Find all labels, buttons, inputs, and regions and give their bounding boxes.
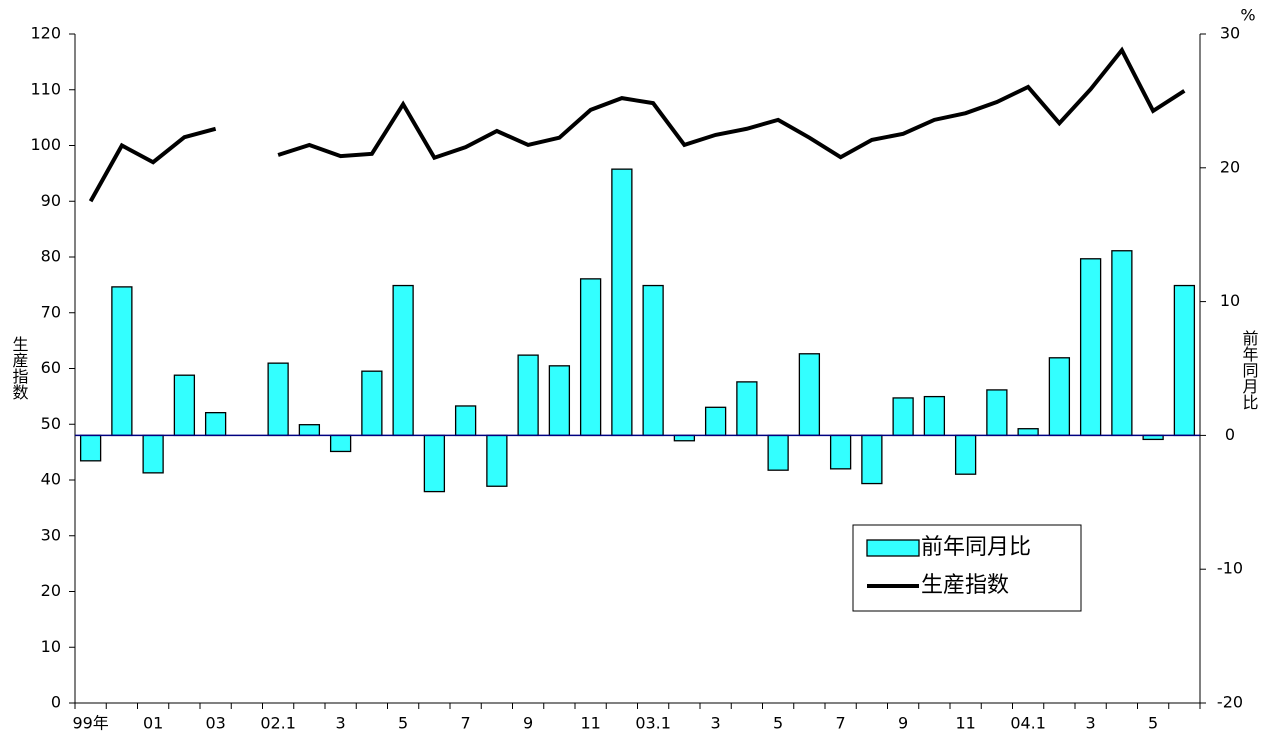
y2-tick-label: 0 [1225, 425, 1235, 444]
bar [798, 353, 821, 437]
bar [954, 434, 977, 475]
bar [642, 284, 664, 437]
x-tick-label: 3 [336, 714, 346, 733]
x-tick-label: 7 [836, 714, 846, 733]
bar [986, 389, 1008, 437]
bar [329, 434, 352, 453]
y2-unit: % [1240, 6, 1255, 25]
bar [1111, 250, 1133, 437]
x-tick-label: 11 [955, 714, 975, 733]
bar [204, 412, 227, 437]
line [88, 126, 217, 203]
y-tick-label: 80 [41, 247, 61, 266]
bar [861, 434, 883, 485]
y-tick-label: 10 [41, 637, 61, 656]
y-tick-label: 110 [30, 79, 61, 98]
bar [142, 434, 164, 474]
bar [267, 362, 289, 437]
y-tick-label: 30 [41, 525, 61, 544]
legend-box [852, 524, 1082, 612]
legend-swatch [866, 539, 920, 557]
bar [1079, 258, 1102, 437]
bar [79, 434, 102, 462]
x-tick-label: 9 [523, 714, 533, 733]
y2-tick-label: 20 [1220, 157, 1240, 176]
x-tick-label: 5 [398, 714, 408, 733]
bar [923, 395, 946, 437]
bar [361, 370, 383, 437]
y-axis-label: 生産指数 [10, 336, 29, 400]
y-tick-label: 100 [30, 135, 61, 154]
bar [454, 405, 477, 437]
y2-tick-label: 30 [1220, 24, 1240, 43]
line [277, 46, 1186, 161]
bar [611, 168, 633, 437]
y-tick-label: 50 [41, 414, 61, 433]
x-tick-label: 5 [1148, 714, 1158, 733]
legend-label: 前年同月比 [921, 535, 1031, 560]
y-tick-label: 0 [51, 693, 61, 712]
y2-tick-label: -10 [1217, 559, 1243, 578]
bar [704, 406, 727, 437]
y-tick-label: 90 [41, 191, 61, 210]
x-tick-label: 04.1 [1010, 714, 1046, 733]
x-tick-label: 99年 [72, 714, 108, 733]
x-tick-label: 02.1 [260, 714, 296, 733]
bar [1048, 357, 1071, 437]
bar [423, 434, 446, 493]
x-tick-label: 9 [898, 714, 908, 733]
bar [392, 284, 414, 437]
legend-label: 生産指数 [921, 573, 1009, 598]
x-tick-label: 3 [711, 714, 721, 733]
bar [1173, 284, 1196, 437]
y-tick-label: 60 [41, 358, 61, 377]
y2-axis-label: 前年同月比 [1240, 330, 1259, 410]
x-tick-label: 01 [143, 714, 163, 733]
bar [673, 434, 696, 442]
x-tick-label: 03 [205, 714, 225, 733]
y-tick-label: 20 [41, 581, 61, 600]
x-tick-label: 3 [1086, 714, 1096, 733]
y-tick-label: 70 [41, 302, 61, 321]
x-tick-label: 11 [580, 714, 600, 733]
bar [1017, 428, 1039, 437]
y2-tick-label: -20 [1217, 693, 1243, 712]
bar [173, 374, 196, 437]
y-tick-label: 40 [41, 470, 61, 489]
bar [736, 381, 758, 437]
x-tick-label: 03.1 [635, 714, 671, 733]
y-tick-label: 120 [30, 24, 61, 43]
bar [517, 354, 539, 437]
bar [892, 397, 914, 437]
bar [548, 365, 571, 437]
y2-tick-label: 10 [1220, 291, 1240, 310]
bar [298, 424, 321, 437]
bar [486, 434, 508, 487]
x-tick-label: 7 [461, 714, 471, 733]
bar [767, 434, 789, 471]
bar [829, 434, 852, 470]
x-tick-label: 5 [773, 714, 783, 733]
bar [579, 278, 602, 437]
bar [111, 286, 133, 437]
